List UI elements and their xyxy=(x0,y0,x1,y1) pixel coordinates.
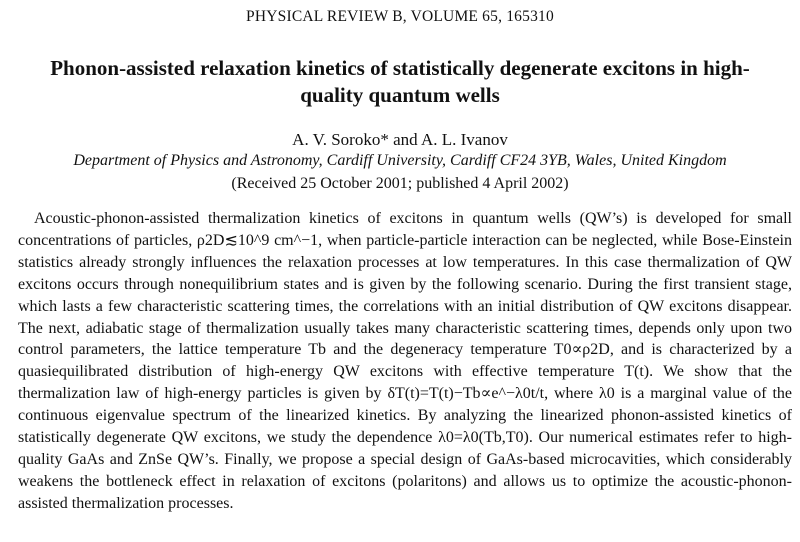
received-dates: (Received 25 October 2001; published 4 A… xyxy=(231,175,569,192)
abstract-text: Acoustic-phonon-assisted thermalization … xyxy=(18,210,792,512)
abstract: Acoustic-phonon-assisted thermalization … xyxy=(18,208,792,515)
authors: A. V. Soroko* and A. L. Ivanov xyxy=(292,130,508,149)
affiliation: Department of Physics and Astronomy, Car… xyxy=(73,152,727,169)
journal-header: PHYSICAL REVIEW B, VOLUME 65, 165310 xyxy=(246,8,554,25)
paper-title: Phonon-assisted relaxation kinetics of s… xyxy=(50,56,750,107)
